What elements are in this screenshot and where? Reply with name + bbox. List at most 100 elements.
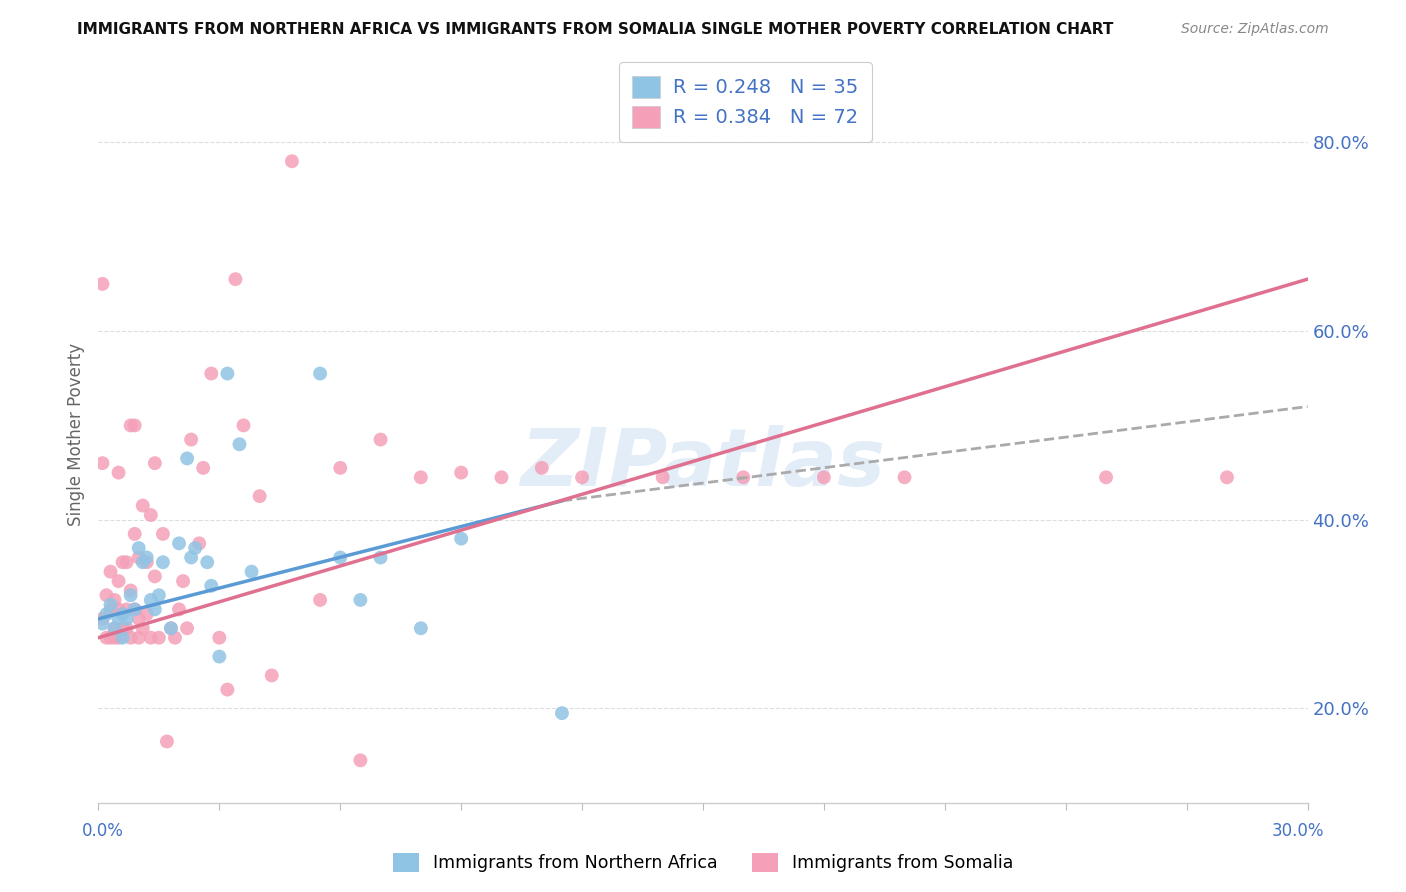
Point	[124, 602, 146, 616]
Point	[172, 574, 194, 588]
Point	[160, 621, 183, 635]
Point	[132, 499, 155, 513]
Point	[111, 621, 134, 635]
Point	[128, 550, 150, 565]
Point	[160, 621, 183, 635]
Point	[111, 631, 134, 645]
Point	[370, 550, 392, 565]
Point	[180, 550, 202, 565]
Point	[107, 612, 129, 626]
Point	[370, 433, 392, 447]
Point	[107, 466, 129, 480]
Point	[111, 607, 134, 621]
Point	[450, 532, 472, 546]
Point	[491, 470, 513, 484]
Point	[103, 593, 125, 607]
Point	[409, 621, 432, 635]
Point	[103, 621, 125, 635]
Point	[148, 588, 170, 602]
Point	[100, 602, 122, 616]
Point	[167, 536, 190, 550]
Text: 30.0%: 30.0%	[1272, 822, 1324, 840]
Point	[228, 437, 250, 451]
Point	[450, 466, 472, 480]
Point	[91, 616, 114, 631]
Point	[184, 541, 207, 555]
Point	[103, 621, 125, 635]
Point	[120, 418, 142, 433]
Point	[193, 461, 215, 475]
Point	[135, 607, 157, 621]
Point	[115, 612, 138, 626]
Point	[551, 706, 574, 721]
Point	[128, 541, 150, 555]
Point	[309, 593, 332, 607]
Point	[115, 621, 138, 635]
Point	[349, 593, 371, 607]
Point	[100, 631, 122, 645]
Point	[409, 470, 432, 484]
Point	[329, 461, 352, 475]
Point	[200, 367, 222, 381]
Point	[281, 154, 304, 169]
Point	[571, 470, 593, 484]
Text: ZIPatlas: ZIPatlas	[520, 425, 886, 503]
Point	[111, 555, 134, 569]
Point	[120, 583, 142, 598]
Point	[103, 631, 125, 645]
Point	[115, 555, 138, 569]
Point	[176, 451, 198, 466]
Legend: R = 0.248   N = 35, R = 0.384   N = 72: R = 0.248 N = 35, R = 0.384 N = 72	[619, 62, 872, 142]
Point	[128, 612, 150, 626]
Point	[143, 602, 166, 616]
Point	[91, 456, 114, 470]
Point	[96, 607, 118, 621]
Point	[152, 555, 174, 569]
Point	[135, 550, 157, 565]
Point	[188, 536, 211, 550]
Point	[163, 631, 186, 645]
Point	[143, 456, 166, 470]
Point	[217, 367, 239, 381]
Point	[96, 588, 118, 602]
Point	[107, 602, 129, 616]
Point	[176, 621, 198, 635]
Point	[107, 631, 129, 645]
Text: Source: ZipAtlas.com: Source: ZipAtlas.com	[1181, 22, 1329, 37]
Point	[893, 470, 915, 484]
Point	[100, 565, 122, 579]
Point	[1095, 470, 1118, 484]
Point	[128, 631, 150, 645]
Point	[91, 277, 114, 291]
Point	[208, 649, 231, 664]
Point	[124, 602, 146, 616]
Point	[124, 418, 146, 433]
Point	[309, 367, 332, 381]
Point	[143, 569, 166, 583]
Point	[249, 489, 271, 503]
Point	[152, 527, 174, 541]
Point	[200, 579, 222, 593]
Point	[120, 588, 142, 602]
Point	[115, 602, 138, 616]
Point	[240, 565, 263, 579]
Point	[195, 555, 218, 569]
Point	[132, 621, 155, 635]
Point	[260, 668, 283, 682]
Point	[124, 527, 146, 541]
Point	[349, 753, 371, 767]
Legend: Immigrants from Northern Africa, Immigrants from Somalia: Immigrants from Northern Africa, Immigra…	[385, 846, 1021, 879]
Point	[217, 682, 239, 697]
Point	[651, 470, 673, 484]
Point	[733, 470, 755, 484]
Y-axis label: Single Mother Poverty: Single Mother Poverty	[66, 343, 84, 526]
Text: IMMIGRANTS FROM NORTHERN AFRICA VS IMMIGRANTS FROM SOMALIA SINGLE MOTHER POVERTY: IMMIGRANTS FROM NORTHERN AFRICA VS IMMIG…	[77, 22, 1114, 37]
Point	[148, 631, 170, 645]
Point	[224, 272, 246, 286]
Point	[132, 555, 155, 569]
Text: 0.0%: 0.0%	[82, 822, 124, 840]
Point	[530, 461, 553, 475]
Point	[111, 607, 134, 621]
Point	[100, 598, 122, 612]
Point	[156, 734, 179, 748]
